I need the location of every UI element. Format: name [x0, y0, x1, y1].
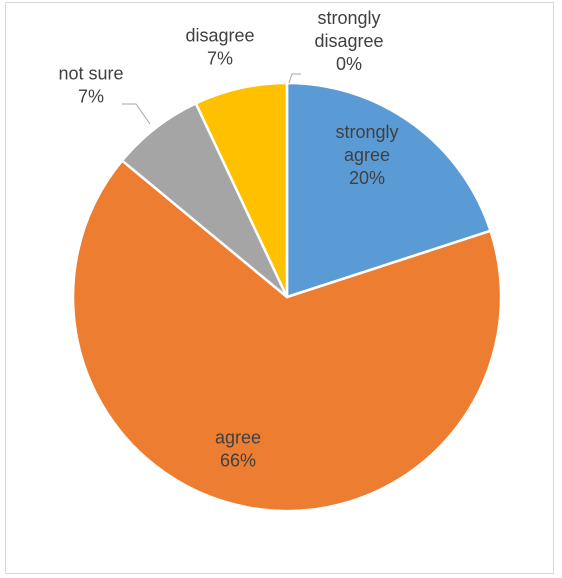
leader-line-not-sure	[122, 103, 151, 125]
data-label-strongly-agree: strongly agree 20%	[335, 122, 398, 188]
data-labels: strongly agree 20% agree 66% not sure 7% disagr…	[58, 8, 398, 471]
data-label-not-sure: not sure 7%	[58, 63, 123, 106]
pie-slices	[71, 81, 503, 513]
data-label-disagree: disagree 7%	[185, 25, 254, 68]
pie-slice-strongly-agree[interactable]	[285, 81, 492, 299]
data-label-strongly-disagree: strongly disagree 0%	[314, 8, 383, 74]
leader-line-strongly-disagree	[288, 73, 301, 84]
pie-slice-agree[interactable]	[71, 159, 503, 513]
data-label-agree: agree 66%	[215, 427, 261, 470]
leader-lines	[122, 73, 301, 125]
pie-slice-disagree[interactable]	[194, 81, 289, 299]
